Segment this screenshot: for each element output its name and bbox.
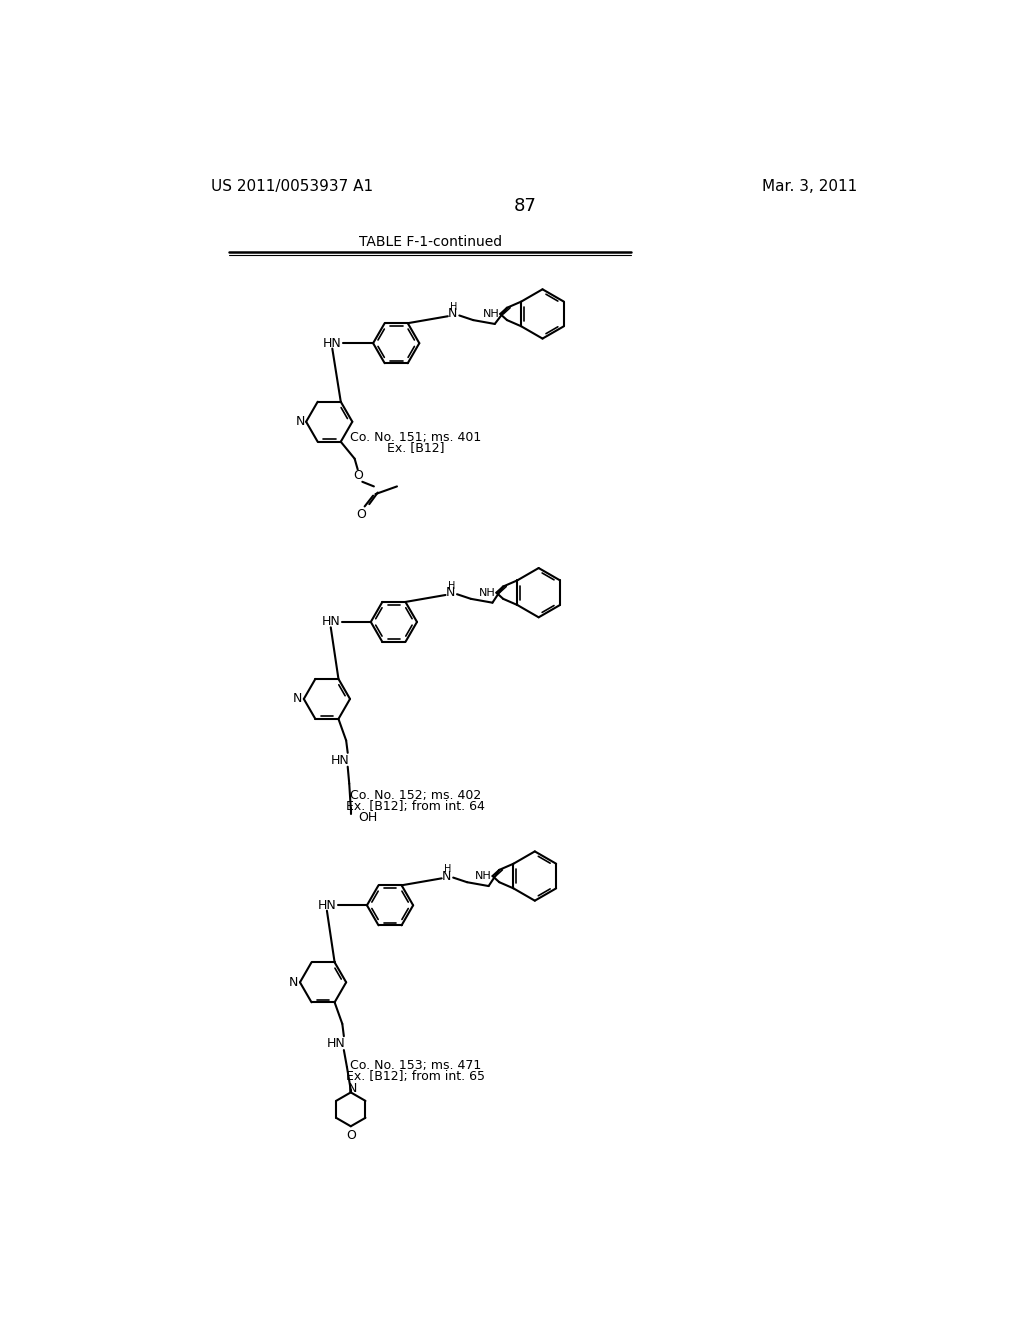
Text: O: O <box>356 508 367 520</box>
Text: H: H <box>451 302 458 312</box>
Text: US 2011/0053937 A1: US 2011/0053937 A1 <box>211 180 374 194</box>
Text: HN: HN <box>323 337 342 350</box>
Text: OH: OH <box>358 810 378 824</box>
Text: Ex. [B12]; from int. 65: Ex. [B12]; from int. 65 <box>346 1069 485 1082</box>
Text: O: O <box>346 1129 355 1142</box>
Text: O: O <box>353 469 364 482</box>
Text: Co. No. 153; ms. 471: Co. No. 153; ms. 471 <box>350 1059 481 1072</box>
Text: HN: HN <box>327 1038 345 1051</box>
Text: Co. No. 152; ms. 402: Co. No. 152; ms. 402 <box>350 789 481 803</box>
Text: NH: NH <box>475 871 492 880</box>
Text: N: N <box>289 975 298 989</box>
Text: NH: NH <box>479 587 496 598</box>
Text: 87: 87 <box>513 197 537 215</box>
Text: N: N <box>347 1082 357 1096</box>
Text: TABLE F-1-continued: TABLE F-1-continued <box>359 235 503 248</box>
Text: H: H <box>447 581 456 591</box>
Text: N: N <box>447 308 457 321</box>
Text: HN: HN <box>317 899 336 912</box>
Text: NH: NH <box>482 309 500 319</box>
Text: N: N <box>295 416 305 428</box>
Text: Mar. 3, 2011: Mar. 3, 2011 <box>762 180 857 194</box>
Text: N: N <box>445 586 455 599</box>
Text: Co. No. 151; ms. 401: Co. No. 151; ms. 401 <box>350 430 481 444</box>
Text: N: N <box>441 870 451 883</box>
Text: HN: HN <box>322 615 340 628</box>
Text: N: N <box>293 693 302 705</box>
Text: Ex. [B12]; from int. 64: Ex. [B12]; from int. 64 <box>346 800 485 813</box>
Text: Ex. [B12]: Ex. [B12] <box>387 441 444 454</box>
Text: HN: HN <box>331 754 349 767</box>
Text: H: H <box>444 865 452 874</box>
